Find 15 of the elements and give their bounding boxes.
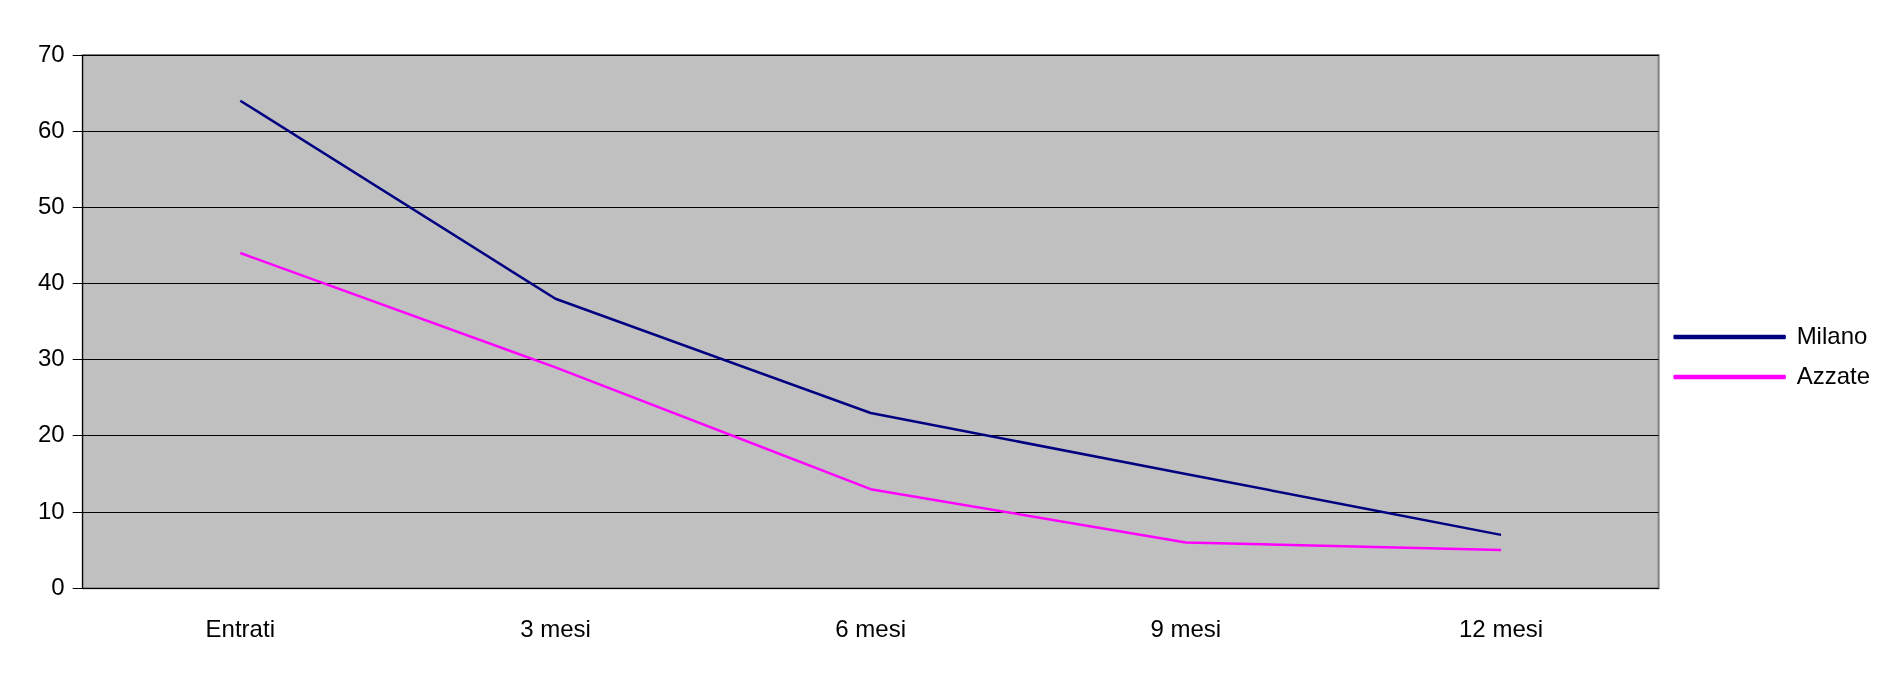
y-tick-label: 30: [37, 344, 65, 372]
y-tick-label: 70: [37, 39, 65, 67]
y-tick-label: 50: [37, 191, 65, 219]
legend-label: Azzate: [1796, 361, 1870, 389]
y-tick-label: 60: [37, 115, 65, 143]
x-tick-label: 9 mesi: [1150, 615, 1222, 643]
legend-label: Milano: [1796, 321, 1868, 349]
x-tick-label: 3 mesi: [520, 615, 591, 643]
y-tick-label: 40: [37, 268, 65, 296]
y-tick-label: 0: [51, 572, 65, 600]
y-tick-label: 20: [37, 420, 65, 448]
x-tick-label: 6 mesi: [835, 615, 907, 643]
x-tick-label: 12 mesi: [1459, 615, 1544, 643]
x-tick-label: Entrati: [205, 615, 275, 643]
y-tick-label: 10: [37, 496, 65, 524]
